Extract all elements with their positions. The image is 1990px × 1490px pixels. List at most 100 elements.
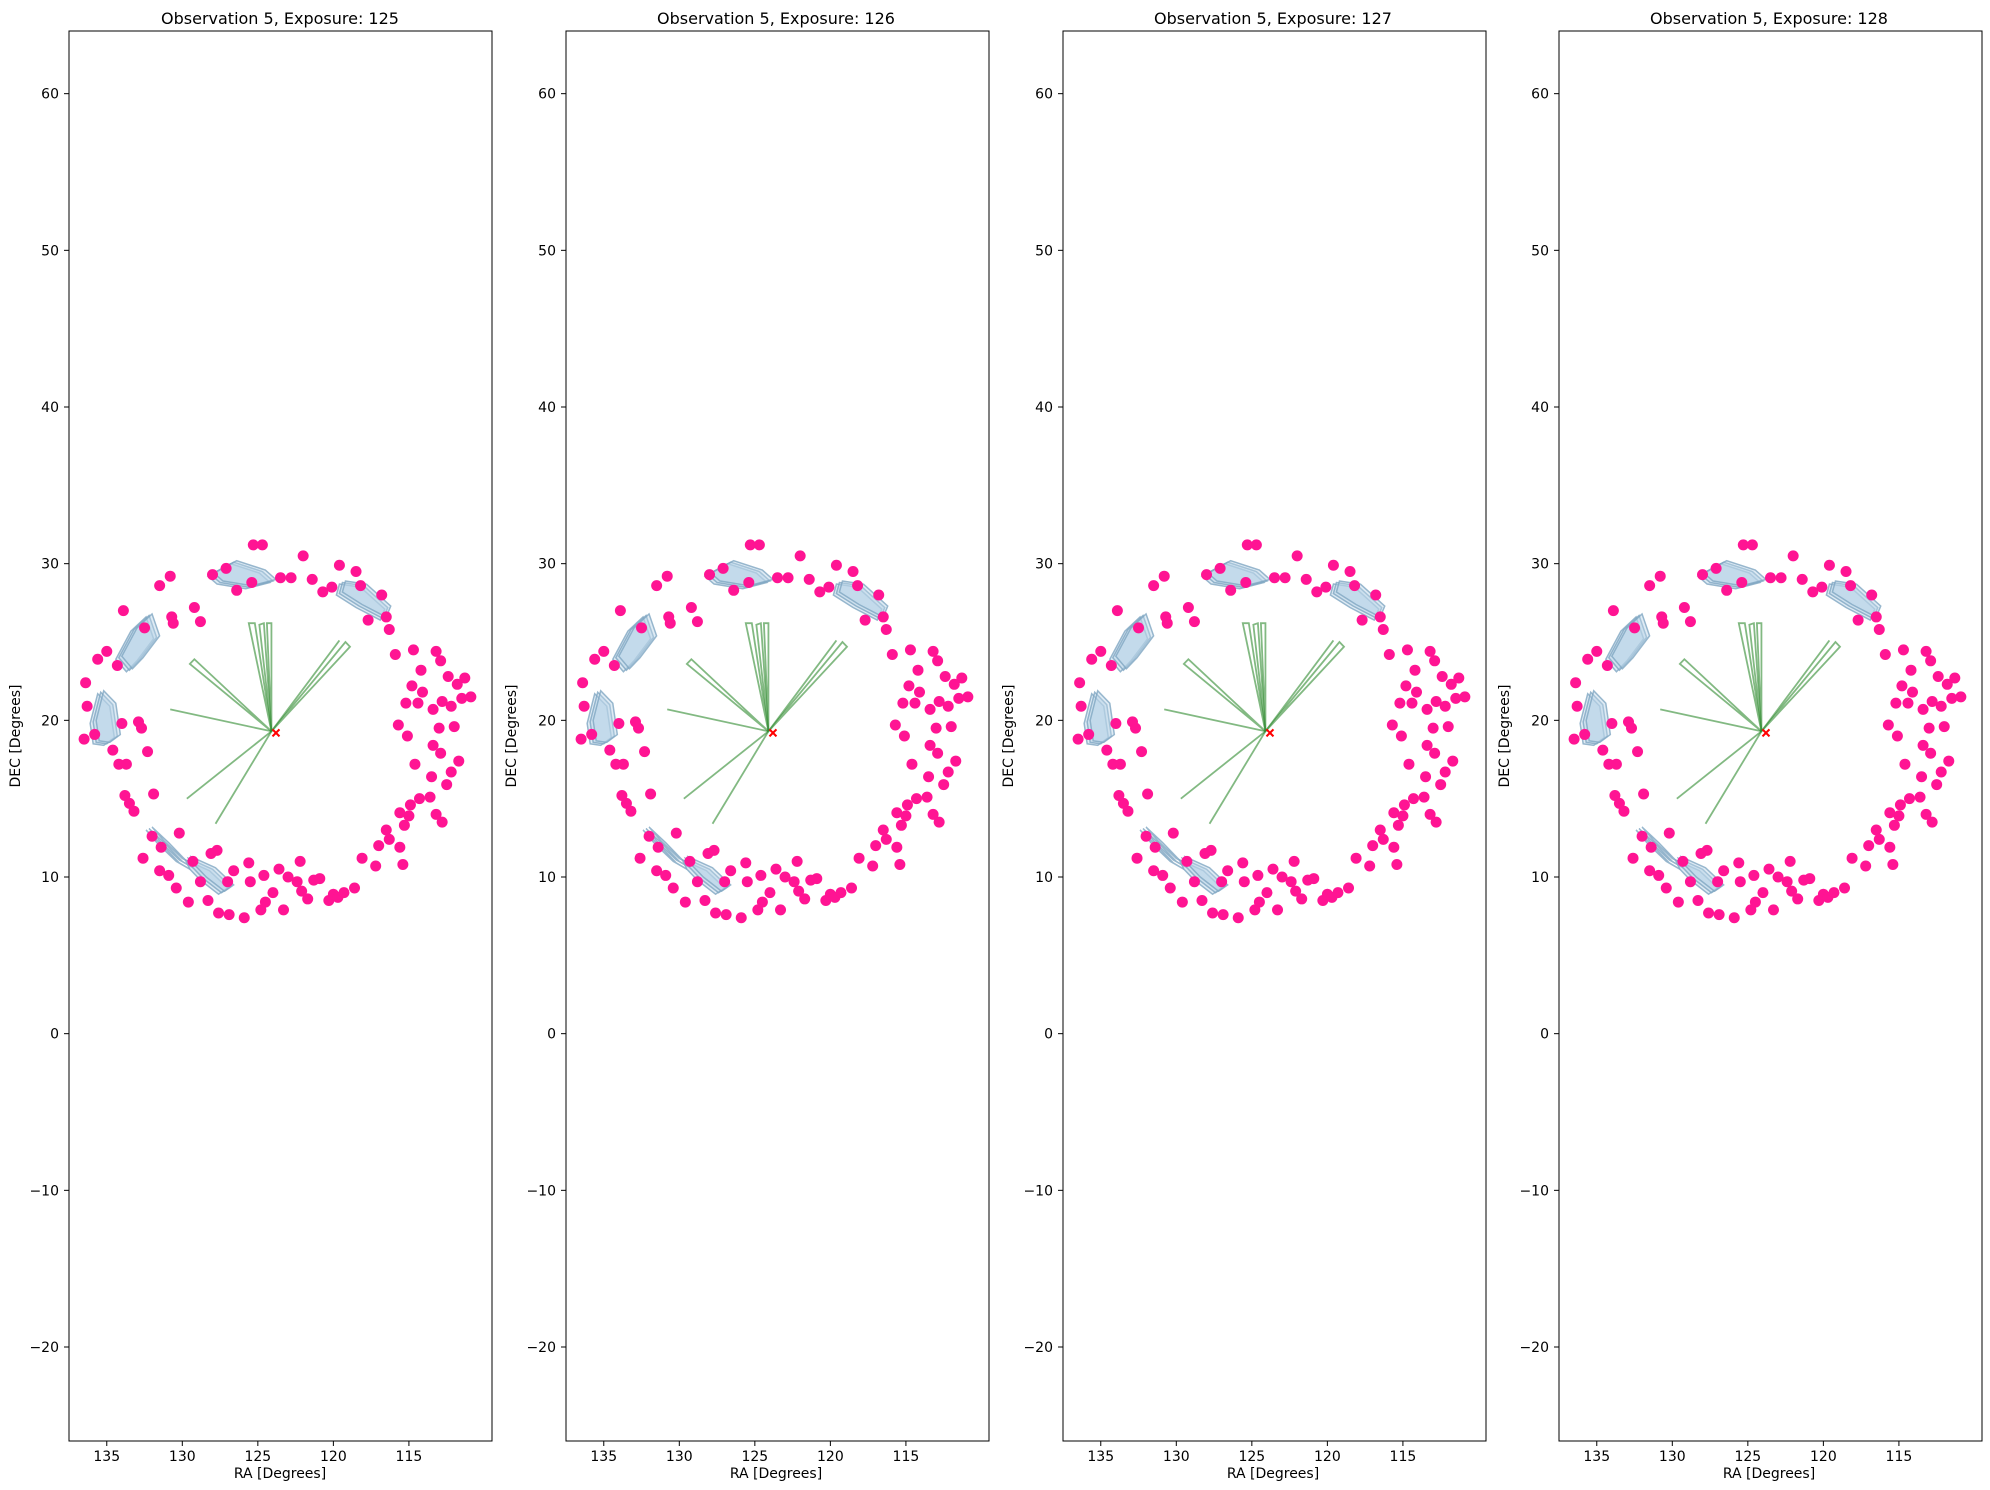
- data-point: [770, 863, 782, 875]
- data-point: [1232, 912, 1244, 924]
- sector-line: [188, 657, 273, 732]
- data-point: [1618, 805, 1630, 817]
- data-point: [1654, 570, 1666, 582]
- data-point: [314, 873, 326, 885]
- data-point: [1160, 611, 1172, 623]
- data-point: [938, 779, 950, 791]
- data-point: [877, 824, 889, 836]
- data-point: [1148, 865, 1160, 877]
- data-point: [1943, 755, 1955, 767]
- data-point: [137, 852, 149, 864]
- x-tick-label: 115: [1886, 1449, 1913, 1465]
- data-point: [1238, 876, 1250, 888]
- data-point: [1196, 895, 1208, 906]
- y-tick-label: −20: [1519, 1340, 1549, 1356]
- data-point: [880, 833, 892, 845]
- data-point: [435, 655, 447, 667]
- data-point: [441, 779, 453, 791]
- x-tick-label: 115: [1390, 1449, 1417, 1465]
- data-point: [775, 904, 787, 916]
- y-tick-label: 50: [538, 243, 556, 259]
- data-point: [924, 703, 936, 715]
- data-point: [1570, 677, 1582, 689]
- data-point: [1603, 758, 1615, 770]
- ccd-footprint: [186, 856, 232, 894]
- data-point: [1816, 581, 1828, 593]
- data-point: [811, 873, 823, 885]
- data-point: [1591, 645, 1603, 657]
- data-point: [912, 664, 924, 676]
- data-point: [1343, 882, 1355, 894]
- data-point: [942, 700, 954, 712]
- data-point: [927, 808, 939, 820]
- data-point: [853, 852, 865, 864]
- data-point: [1653, 869, 1665, 881]
- data-point: [720, 909, 732, 921]
- sector-line: [685, 657, 770, 732]
- data-point: [867, 860, 879, 872]
- data-point: [1131, 852, 1143, 864]
- data-point: [1736, 576, 1748, 588]
- data-point: [380, 824, 392, 836]
- data-point: [950, 755, 962, 767]
- data-point: [939, 670, 951, 682]
- data-point: [1222, 865, 1234, 877]
- data-point: [604, 744, 616, 756]
- data-point: [113, 758, 125, 770]
- data-point: [1629, 622, 1641, 634]
- data-point: [223, 909, 235, 921]
- data-point: [1395, 730, 1407, 742]
- data-point: [1430, 816, 1442, 828]
- data-point: [1710, 562, 1722, 574]
- axes-frame: [1558, 30, 1983, 1442]
- data-point: [1261, 887, 1273, 899]
- y-axis-label: DEC [Degrees]: [1497, 684, 1513, 787]
- subplot-title: Observation 5, Exposure: 128: [1650, 9, 1888, 28]
- data-point: [1846, 852, 1858, 864]
- plot-area: [1072, 539, 1471, 924]
- data-point: [793, 885, 805, 897]
- data-point: [370, 860, 382, 872]
- data-point: [1269, 572, 1280, 584]
- data-point: [651, 865, 663, 877]
- data-point: [1388, 807, 1400, 819]
- data-point: [111, 660, 123, 671]
- subplot-title: Observation 5, Exposure: 127: [1154, 9, 1392, 28]
- data-point: [275, 572, 286, 584]
- data-point: [1879, 649, 1891, 661]
- x-tick-label: 130: [1163, 1449, 1190, 1465]
- data-point: [1429, 747, 1441, 759]
- data-point: [1130, 722, 1142, 734]
- y-tick-label: 30: [1531, 557, 1549, 573]
- data-point: [901, 799, 913, 811]
- data-point: [933, 816, 945, 828]
- data-point: [704, 569, 716, 581]
- data-point: [1626, 722, 1638, 734]
- data-point: [1401, 644, 1413, 656]
- pointing-marker: [1761, 728, 1771, 738]
- sector-line: [1182, 657, 1267, 732]
- subplot-1: Observation 5, Exposure: 125 RA [Degrees…: [8, 9, 493, 1482]
- data-point: [685, 602, 697, 614]
- data-point: [136, 722, 148, 734]
- data-point: [1644, 865, 1656, 877]
- data-point: [1733, 857, 1745, 869]
- y-tick-label: 20: [41, 713, 59, 729]
- ccd-footprint: [1089, 689, 1116, 744]
- data-point: [1894, 799, 1906, 811]
- data-point: [243, 857, 255, 869]
- data-point: [1411, 686, 1423, 698]
- data-point: [1701, 844, 1713, 856]
- x-tick-label: 135: [590, 1449, 617, 1465]
- pointing-marker: [768, 728, 778, 738]
- data-point: [1133, 622, 1145, 634]
- data-point: [1300, 573, 1312, 585]
- data-point: [154, 580, 166, 592]
- data-point: [400, 697, 412, 709]
- data-point: [794, 550, 806, 562]
- y-tick-label: 40: [1035, 400, 1053, 416]
- y-tick-label: 10: [1035, 870, 1053, 886]
- data-point: [220, 562, 232, 574]
- data-point: [1241, 539, 1253, 551]
- x-tick-label: 135: [1583, 1449, 1610, 1465]
